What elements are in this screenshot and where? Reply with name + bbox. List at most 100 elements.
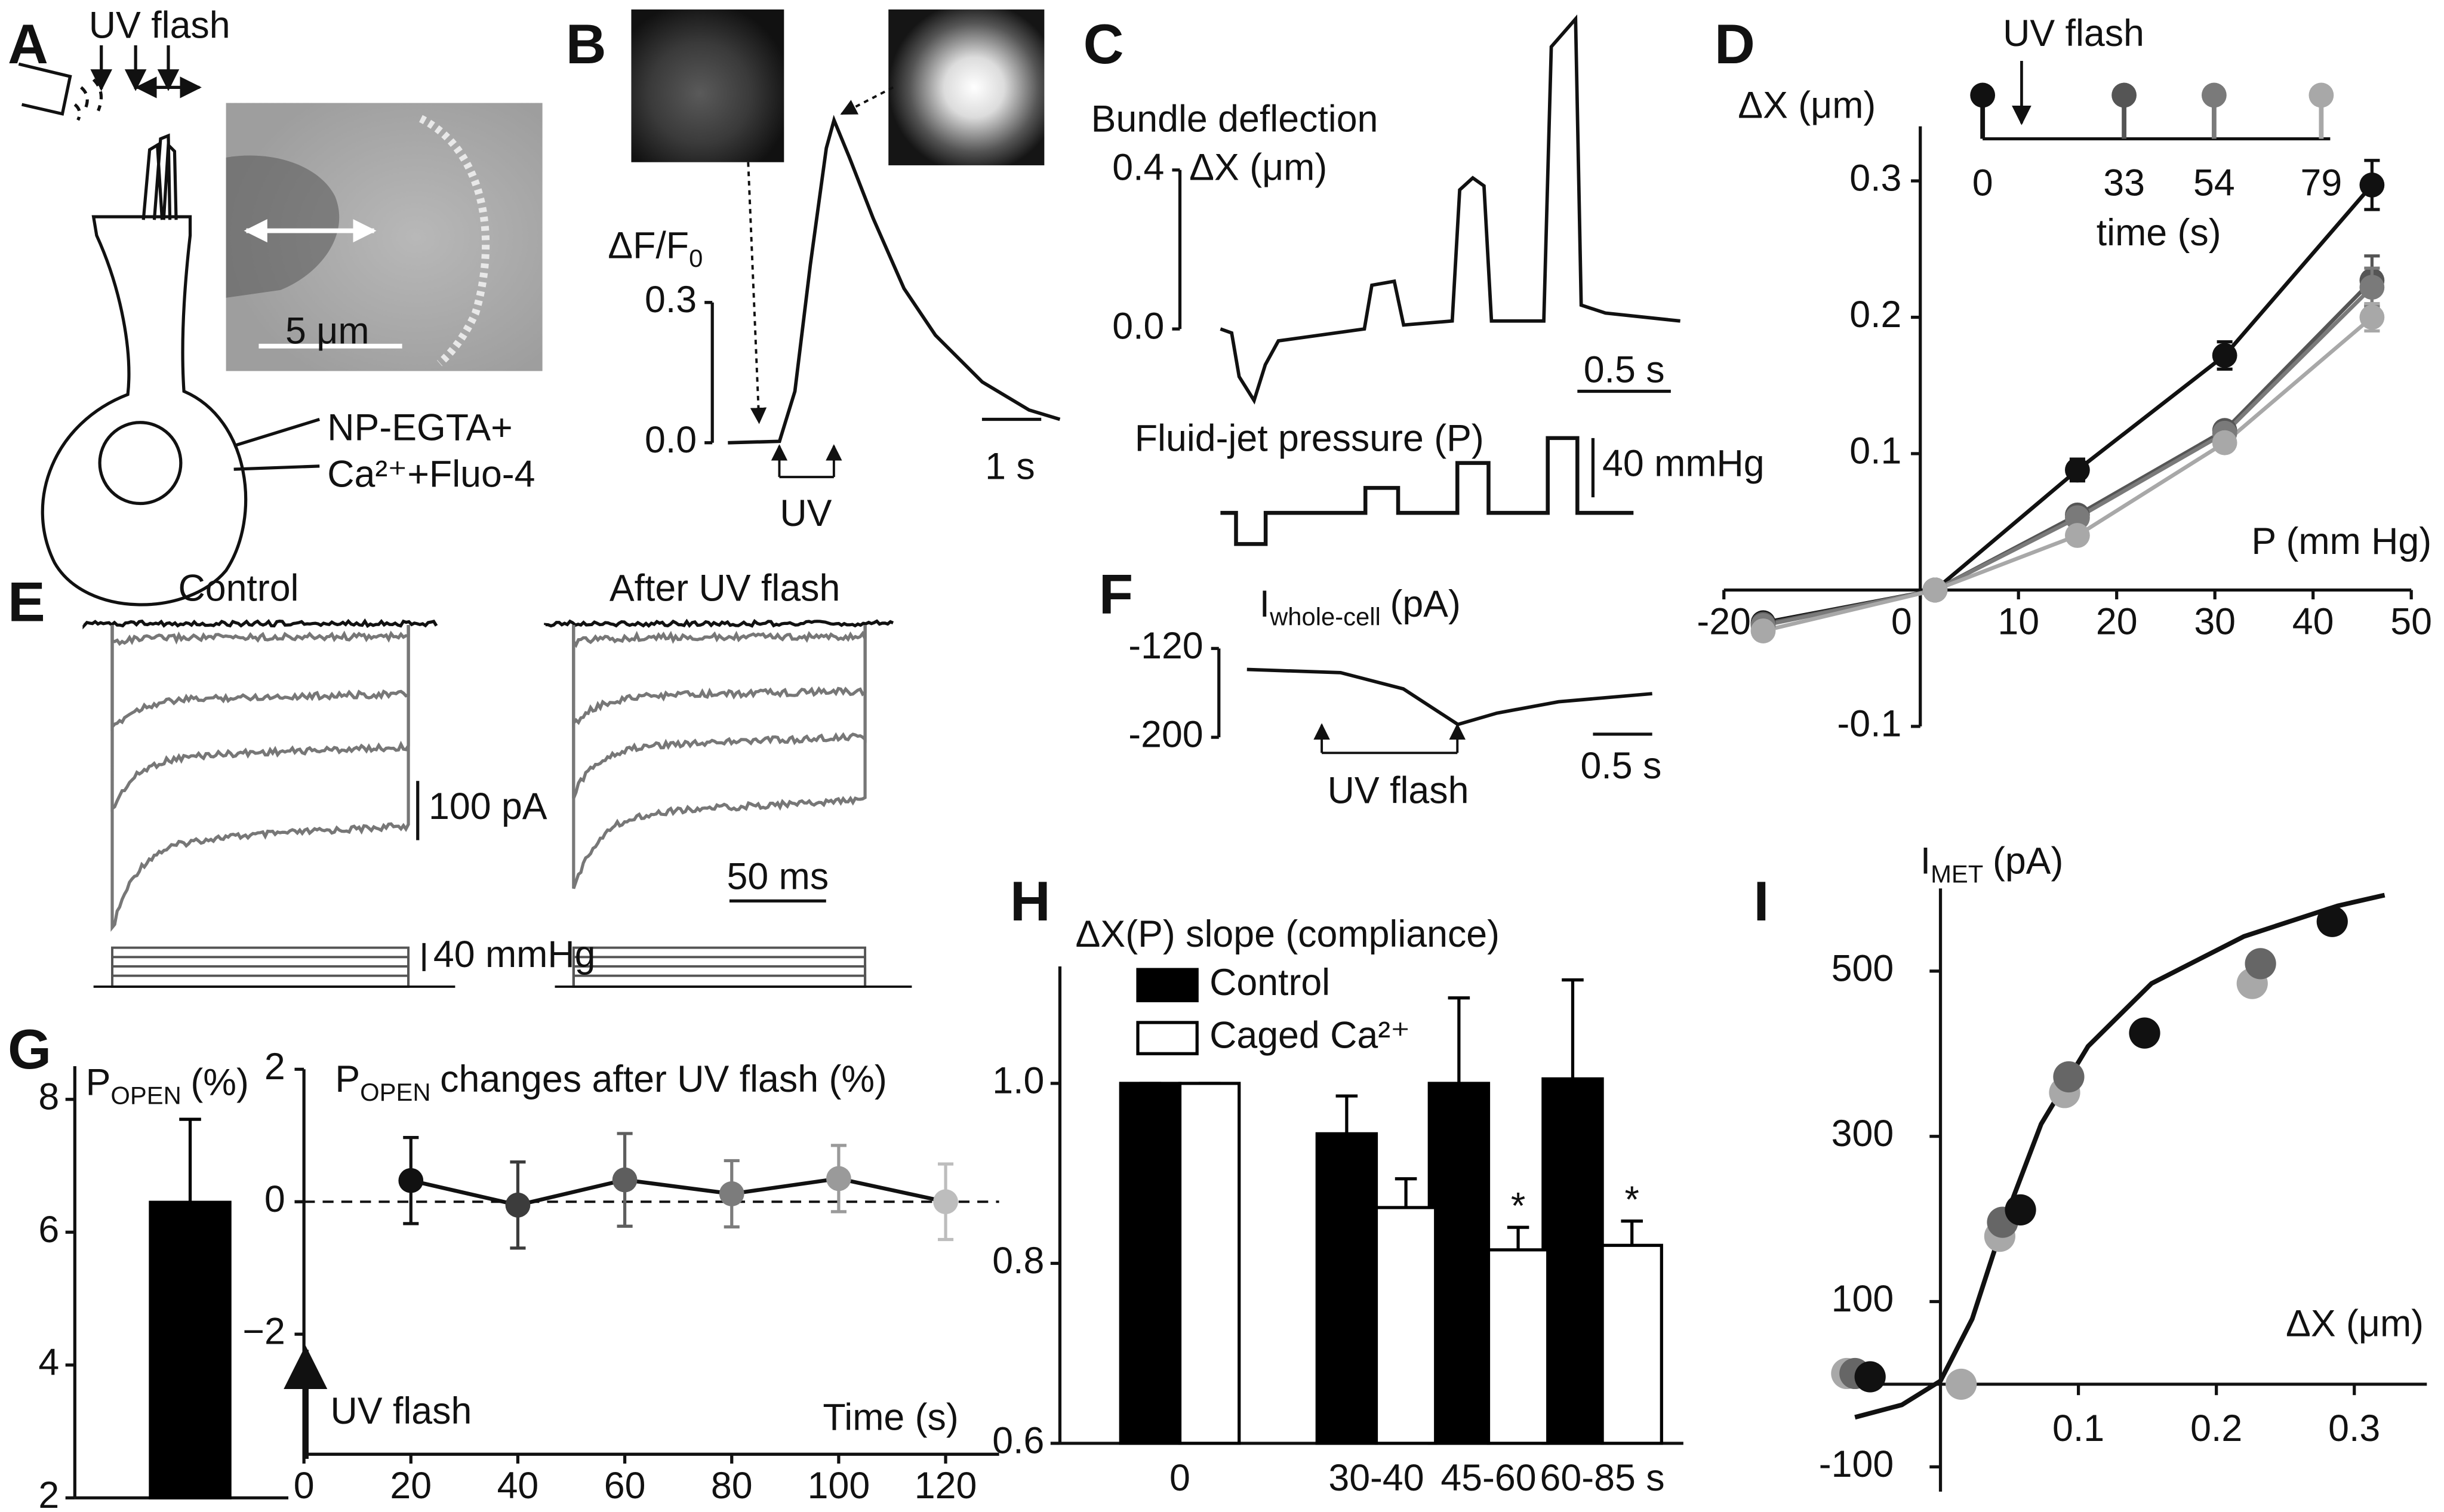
- stimulus-scale-label: 40 mmHg: [1602, 442, 1765, 484]
- y-axis-label-part: (pA): [1993, 840, 2063, 882]
- scale-bar-label: 40 mmHg: [433, 934, 596, 975]
- x-tick-label: 10: [1997, 601, 2039, 642]
- x-tick-label: 30-40: [1328, 1457, 1424, 1499]
- trace: [728, 115, 1061, 445]
- x-tick-label: 50: [2390, 601, 2432, 642]
- x-tick-label: 100: [808, 1465, 870, 1507]
- x-tick-label: 0: [1891, 601, 1912, 642]
- legend-label: Control: [1209, 962, 1330, 1003]
- y-tick-label: 0.6: [992, 1419, 1044, 1461]
- error-bar: [1621, 1219, 1643, 1246]
- current-trace: [544, 618, 894, 629]
- data-point: [505, 1192, 531, 1218]
- y-tick-label: 0.2: [1849, 294, 1901, 335]
- x-tick-label: 60: [604, 1465, 646, 1507]
- x-tick-label: 0.2: [2190, 1408, 2242, 1449]
- jet: [73, 78, 103, 121]
- error-bar: [1448, 996, 1470, 1083]
- data-point: [1750, 618, 1776, 643]
- y-tick-label: 2: [264, 1046, 285, 1088]
- x-tick-label: 0.1: [2052, 1408, 2104, 1449]
- x-tick-label: 20: [2096, 601, 2138, 642]
- data-point: [398, 1168, 424, 1193]
- data-point: [2359, 304, 2385, 330]
- y-axis-label: ΔF/F0: [608, 224, 703, 272]
- y-axis-label-part: MET: [1931, 860, 1983, 888]
- x-tick-label: 30: [2194, 601, 2236, 642]
- y-tick-label: 6: [38, 1209, 59, 1251]
- stimulus-label: Fluid-jet pressure (P): [1135, 418, 1484, 460]
- current-trace: [110, 625, 410, 646]
- y-axis-label: POPEN (%): [86, 1061, 249, 1109]
- panel-a-diagram: [18, 45, 321, 606]
- panel-label: D: [1715, 13, 1755, 75]
- panel-title: Control: [178, 567, 298, 609]
- data-point: [612, 1167, 638, 1193]
- current-trace: [110, 625, 410, 812]
- diagram-label: Ca²⁺+Fluo-4: [327, 454, 535, 495]
- bar: [1600, 1243, 1663, 1445]
- pressure-step: [111, 956, 410, 988]
- data-point: [1854, 1361, 1886, 1393]
- patch-pipette: [233, 418, 321, 471]
- panel-a-micrograph: [226, 103, 543, 371]
- data-point: [2065, 505, 2090, 531]
- inset-title: UV flash: [2003, 13, 2144, 54]
- x-axis-label: ΔX (μm): [2286, 1303, 2424, 1345]
- current-trace: [110, 625, 410, 932]
- legend-marker: [1970, 82, 1996, 108]
- hair-bundle: [141, 133, 178, 220]
- y-tick-label: 0.0: [645, 419, 697, 461]
- y-axis-label-part: OPEN: [360, 1078, 430, 1106]
- scale-bar-label: 50 ms: [727, 855, 829, 897]
- y-axis-label-part: changes after UV flash (%): [440, 1058, 887, 1100]
- panel-label: G: [8, 1018, 51, 1080]
- y-tick-label: -0.1: [1837, 703, 1901, 744]
- y-axis-label: ΔX (μm): [1738, 84, 1876, 126]
- panel-label: F: [1099, 563, 1133, 626]
- panel-label: H: [1010, 870, 1051, 932]
- y-tick-label: 0.4: [1112, 146, 1164, 188]
- y-axis-label-part: OPEN: [110, 1081, 181, 1109]
- legend-label: Caged Ca²⁺: [1209, 1015, 1410, 1057]
- diagram-label: 5 μm: [285, 310, 370, 352]
- y-tick-label: −2: [242, 1311, 285, 1353]
- pressure-step: [111, 974, 410, 988]
- x-tick-label: 40: [497, 1465, 539, 1507]
- pointer: [747, 162, 767, 424]
- chart-title: Bundle deflection: [1091, 98, 1378, 140]
- y-axis-label: ΔX (μm): [1189, 146, 1327, 188]
- error-bar: [1395, 1177, 1417, 1208]
- error-bar: [179, 1117, 201, 1203]
- error-bar: [1335, 1094, 1358, 1134]
- legend-swatch: [1136, 968, 1199, 1003]
- pipette: [18, 62, 72, 116]
- x-tick-label: 45-60: [1440, 1457, 1536, 1499]
- diagram-label: UV flash: [89, 5, 230, 47]
- y-axis-label: POPEN changes after UV flash (%): [335, 1058, 887, 1106]
- pointer: [840, 86, 894, 115]
- x-tick-label: 80: [711, 1465, 753, 1507]
- legend-label: 33: [2103, 162, 2145, 204]
- inset-x-label: time (s): [2097, 212, 2221, 254]
- stimulus-label: UV flash: [1328, 770, 1469, 812]
- x-tick-label: 40: [2292, 601, 2334, 642]
- y-tick-label: 500: [1832, 947, 1894, 989]
- legend-marker: [2111, 82, 2137, 108]
- series-line: [410, 1177, 946, 1208]
- fluorescence-image: [631, 9, 784, 162]
- bar: [1486, 1248, 1550, 1445]
- bar: [1427, 1082, 1491, 1445]
- y-axis-label-part: 0: [689, 244, 703, 272]
- data-point: [2129, 1017, 2160, 1049]
- y-axis-label-part: I: [1260, 583, 1270, 624]
- data-point: [2359, 275, 2385, 300]
- micrograph-bundle: [419, 115, 490, 367]
- panel-label: C: [1084, 13, 1124, 75]
- panel-title: After UV flash: [610, 567, 841, 609]
- pressure-step: [572, 956, 867, 988]
- annotation: *: [1624, 1179, 1639, 1221]
- data-point: [2212, 430, 2237, 455]
- x-tick-label: 0: [294, 1465, 315, 1507]
